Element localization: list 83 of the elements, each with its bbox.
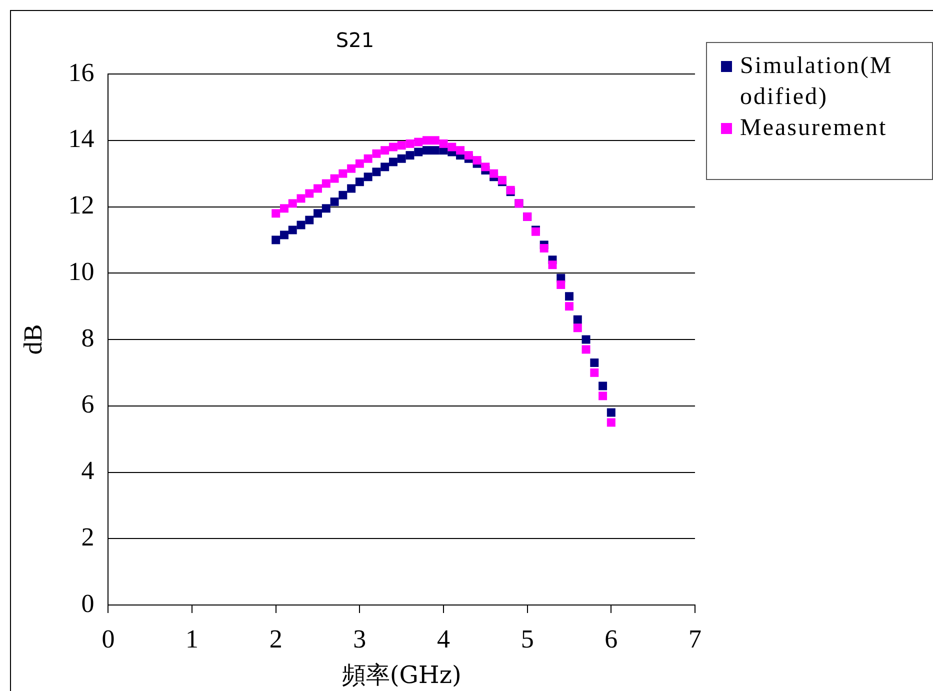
point bbox=[347, 184, 356, 193]
y-tick-label: 2 bbox=[81, 522, 94, 552]
point bbox=[472, 156, 482, 165]
x-axis-title: 頻率(GHz) bbox=[342, 660, 462, 689]
point bbox=[582, 335, 590, 344]
point bbox=[397, 154, 406, 163]
point bbox=[280, 204, 288, 213]
point bbox=[598, 382, 608, 390]
point bbox=[372, 149, 381, 158]
y-axis-title: dB bbox=[18, 324, 48, 355]
point bbox=[338, 190, 348, 200]
point bbox=[548, 260, 557, 270]
point bbox=[565, 302, 574, 311]
point bbox=[606, 408, 616, 417]
point bbox=[330, 198, 339, 206]
point bbox=[573, 324, 582, 332]
x-tick-label: 7 bbox=[688, 624, 702, 654]
point bbox=[280, 230, 288, 240]
point bbox=[322, 179, 330, 188]
point bbox=[448, 142, 456, 152]
point bbox=[598, 392, 608, 400]
point bbox=[573, 315, 582, 324]
point bbox=[355, 178, 364, 186]
point bbox=[606, 418, 616, 427]
point bbox=[388, 142, 398, 152]
y-tick-label: 12 bbox=[68, 190, 94, 220]
point bbox=[364, 172, 372, 182]
y-tick-label: 14 bbox=[68, 124, 94, 154]
x-tick-label: 4 bbox=[437, 624, 450, 654]
legend-label: Measurement bbox=[740, 114, 888, 143]
point bbox=[590, 358, 599, 367]
chart-title: S21 bbox=[336, 28, 374, 52]
x-tick-label: 1 bbox=[186, 624, 199, 654]
point bbox=[314, 184, 322, 193]
point bbox=[272, 236, 280, 244]
point bbox=[430, 146, 440, 155]
point bbox=[347, 164, 356, 173]
point bbox=[322, 204, 330, 213]
point bbox=[288, 226, 297, 234]
x-tick-label: 3 bbox=[353, 624, 366, 654]
y-tick-label: 10 bbox=[68, 256, 94, 286]
point bbox=[364, 154, 372, 163]
y-tick-label: 16 bbox=[68, 58, 94, 87]
x-tick-label: 5 bbox=[520, 624, 534, 654]
point bbox=[397, 141, 406, 150]
point bbox=[372, 168, 381, 176]
point bbox=[414, 138, 423, 146]
point bbox=[556, 280, 566, 289]
x-tick-label: 6 bbox=[604, 624, 618, 654]
point bbox=[481, 162, 490, 172]
x-tick-label: 2 bbox=[269, 624, 282, 654]
point bbox=[540, 244, 548, 252]
point bbox=[388, 158, 398, 166]
point bbox=[422, 136, 431, 145]
y-tick-label: 0 bbox=[81, 588, 94, 618]
point bbox=[355, 159, 364, 168]
point bbox=[380, 146, 390, 155]
y-tick-label: 6 bbox=[81, 390, 94, 419]
point bbox=[590, 368, 599, 377]
point bbox=[338, 169, 348, 178]
point bbox=[288, 199, 297, 208]
point bbox=[380, 162, 390, 172]
point bbox=[422, 146, 431, 155]
legend-label: Simulation(Modified) bbox=[740, 52, 894, 112]
point bbox=[330, 174, 339, 183]
point bbox=[406, 151, 414, 160]
point bbox=[430, 136, 440, 145]
point bbox=[272, 209, 280, 218]
y-tick-label: 8 bbox=[81, 323, 94, 352]
x-tick-label: 0 bbox=[102, 624, 115, 654]
point bbox=[456, 146, 465, 155]
point bbox=[305, 216, 314, 224]
point bbox=[490, 169, 498, 178]
point bbox=[464, 151, 473, 160]
point bbox=[414, 148, 423, 156]
point bbox=[565, 292, 574, 301]
point bbox=[582, 345, 590, 354]
point bbox=[314, 209, 322, 218]
point bbox=[305, 189, 314, 198]
point bbox=[439, 139, 448, 148]
y-tick-label: 4 bbox=[81, 456, 94, 486]
point bbox=[296, 194, 306, 203]
point bbox=[406, 139, 414, 148]
